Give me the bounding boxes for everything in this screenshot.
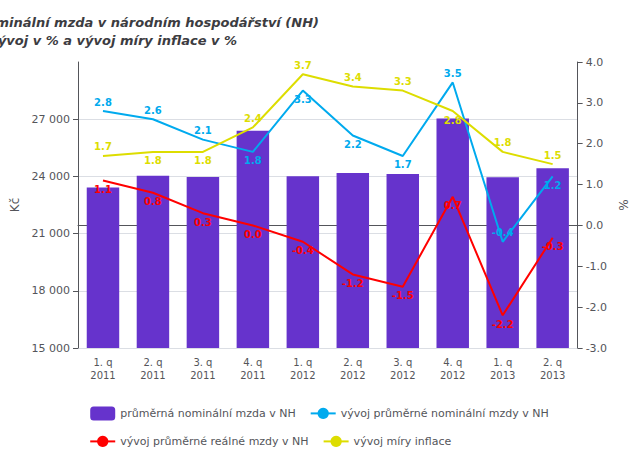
svg-text:2012: 2012	[440, 370, 465, 381]
svg-text:2011: 2011	[190, 370, 215, 381]
svg-text:-2.2: -2.2	[492, 319, 514, 330]
svg-text:2.8: 2.8	[94, 97, 112, 108]
svg-text:2.8: 2.8	[444, 115, 462, 126]
svg-text:2.6: 2.6	[144, 105, 162, 116]
svg-text:3.7: 3.7	[294, 60, 312, 71]
svg-text:2011: 2011	[90, 370, 115, 381]
svg-text:2012: 2012	[290, 370, 315, 381]
svg-text:2. q: 2. q	[343, 357, 362, 368]
svg-text:2013: 2013	[540, 370, 565, 381]
svg-text:4. q: 4. q	[443, 357, 462, 368]
svg-text:3.3: 3.3	[394, 76, 412, 87]
svg-text:1.0: 1.0	[586, 178, 604, 191]
svg-text:24 000: 24 000	[32, 170, 71, 183]
svg-text:21 000: 21 000	[32, 227, 71, 240]
svg-text:vývoj průměrné nominální mzdy: vývoj průměrné nominální mzdy v NH	[341, 407, 549, 420]
svg-text:v Kč, její vývoj v % a vývoj m: v Kč, její vývoj v % a vývoj míry inflac…	[0, 33, 237, 48]
svg-text:1.2: 1.2	[544, 180, 562, 191]
svg-text:1.7: 1.7	[394, 159, 412, 170]
svg-text:3.0: 3.0	[586, 96, 604, 109]
svg-text:-1.2: -1.2	[342, 278, 364, 289]
svg-text:3. q: 3. q	[193, 357, 212, 368]
svg-text:vývoj míry inflace: vývoj míry inflace	[354, 435, 452, 448]
svg-text:-1.5: -1.5	[392, 290, 414, 301]
svg-text:0.7: 0.7	[444, 200, 462, 211]
svg-text:2.2: 2.2	[344, 139, 362, 150]
svg-text:2012: 2012	[390, 370, 415, 381]
svg-text:1.8: 1.8	[244, 155, 262, 166]
svg-text:1. q: 1. q	[493, 357, 512, 368]
svg-text:Průměrná měsíční nominální mzd: Průměrná měsíční nominální mzda v národn…	[0, 15, 319, 30]
svg-text:3.5: 3.5	[444, 68, 462, 79]
svg-text:1. q: 1. q	[93, 357, 112, 368]
svg-text:-1.0: -1.0	[586, 260, 607, 273]
svg-text:2012: 2012	[340, 370, 365, 381]
svg-text:2013: 2013	[490, 370, 515, 381]
svg-text:Kč: Kč	[8, 198, 22, 212]
svg-text:-0.4: -0.4	[292, 245, 314, 256]
svg-text:3.3: 3.3	[294, 94, 312, 105]
svg-text:0.3: 0.3	[194, 217, 212, 228]
svg-text:1.7: 1.7	[94, 141, 112, 152]
svg-text:%: %	[617, 199, 631, 210]
svg-text:2. q: 2. q	[143, 357, 162, 368]
svg-text:1.8: 1.8	[144, 155, 162, 166]
svg-text:4. q: 4. q	[243, 357, 262, 368]
svg-text:2.0: 2.0	[586, 137, 604, 150]
svg-text:1.1: 1.1	[94, 184, 112, 195]
svg-text:4.0: 4.0	[586, 56, 604, 69]
svg-text:3. q: 3. q	[393, 357, 412, 368]
svg-text:15 000: 15 000	[32, 342, 71, 355]
svg-text:-0.3: -0.3	[542, 241, 564, 252]
svg-text:vývoj průměrné reálné mzdy v N: vývoj průměrné reálné mzdy v NH	[120, 435, 308, 448]
svg-text:1.8: 1.8	[194, 155, 212, 166]
svg-text:0.8: 0.8	[144, 196, 162, 207]
svg-text:2011: 2011	[140, 370, 165, 381]
svg-text:1.5: 1.5	[544, 150, 562, 161]
svg-text:-2.0: -2.0	[586, 301, 607, 314]
svg-text:2. q: 2. q	[543, 357, 562, 368]
svg-text:průměrná nominální mzda v NH: průměrná nominální mzda v NH	[120, 407, 295, 420]
svg-text:2.4: 2.4	[244, 113, 262, 124]
svg-text:2011: 2011	[240, 370, 265, 381]
svg-text:0.0: 0.0	[586, 219, 604, 232]
svg-text:1.8: 1.8	[494, 137, 512, 148]
svg-text:2.1: 2.1	[194, 125, 212, 136]
svg-text:1. q: 1. q	[293, 357, 312, 368]
svg-text:0.0: 0.0	[244, 229, 262, 240]
svg-text:18 000: 18 000	[32, 284, 71, 297]
svg-text:27 000: 27 000	[32, 113, 71, 126]
svg-text:-3.0: -3.0	[586, 342, 607, 355]
svg-text:3.4: 3.4	[344, 72, 362, 83]
svg-text:-0.4: -0.4	[492, 227, 514, 238]
